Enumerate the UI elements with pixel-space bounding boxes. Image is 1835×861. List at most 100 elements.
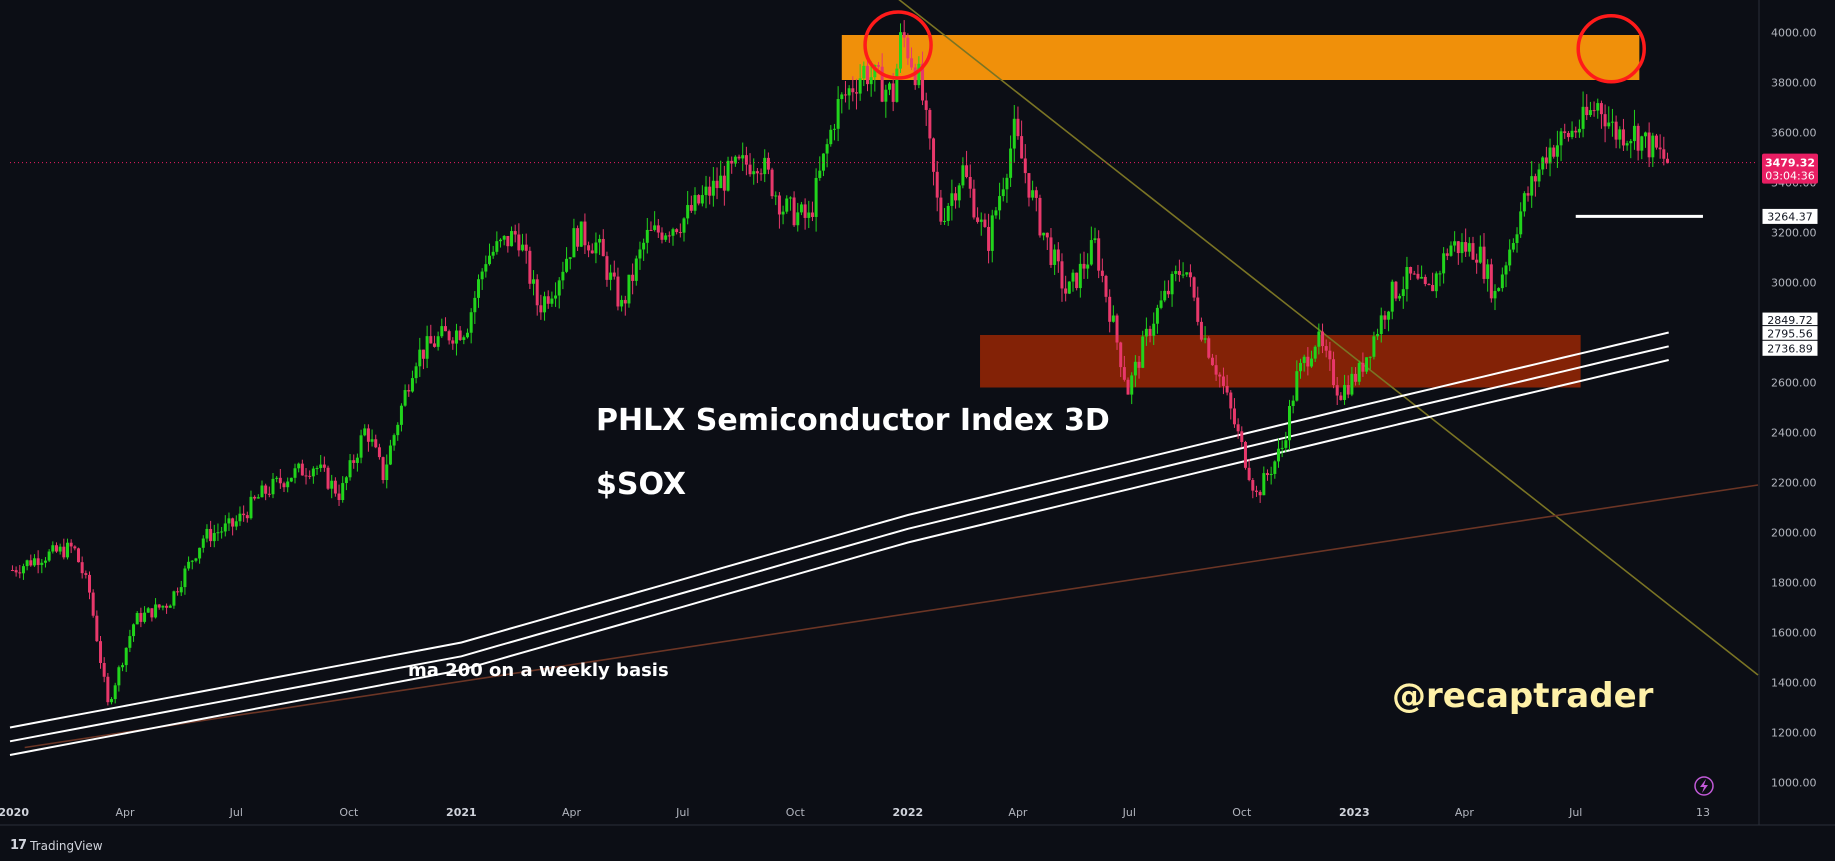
candle-body (1159, 300, 1163, 308)
circles-layer (863, 10, 1646, 84)
price-tick-label: 1800.00 (1771, 577, 1817, 590)
candle-body (275, 477, 279, 479)
candle-body (88, 574, 92, 593)
candle-body (1449, 245, 1453, 256)
price-marker-value: 2736.89 (1767, 342, 1813, 355)
candle-body (425, 336, 429, 359)
candle-body (829, 129, 833, 145)
candle-body (1133, 361, 1137, 376)
price-axis[interactable]: 4000.003800.003600.003400.003200.003000.… (1771, 27, 1817, 790)
candle-body (1141, 336, 1145, 368)
candle-body (223, 523, 227, 532)
candle-body (1412, 273, 1416, 275)
candle-body (1544, 157, 1548, 164)
candle-body (928, 109, 932, 139)
candle-body (146, 608, 150, 613)
candle-body (1031, 190, 1035, 198)
candle-body (388, 445, 392, 465)
tradingview-footer[interactable]: 17 TradingView (10, 838, 103, 853)
candle-body (1555, 145, 1559, 157)
candle-body (1269, 473, 1273, 476)
candle-body (1486, 264, 1490, 279)
candle-body (1163, 290, 1167, 301)
candle-body (961, 165, 965, 186)
candle-body (194, 558, 198, 561)
candle-body (399, 405, 403, 425)
candle-body (521, 244, 525, 251)
candle-body (1225, 385, 1229, 393)
candle-body (1229, 392, 1233, 409)
candle-body (1434, 273, 1438, 292)
candle-body (1093, 238, 1097, 241)
candle-body (110, 699, 114, 703)
candle-body (47, 551, 51, 561)
time-tick-label: Apr (562, 806, 582, 819)
candle-body (1405, 266, 1409, 290)
candle-body (1453, 241, 1457, 246)
candle-body (458, 330, 462, 340)
candle-body (612, 272, 616, 277)
candle-body (227, 518, 231, 524)
candle-body (18, 572, 22, 574)
candle-body (1181, 274, 1185, 276)
candle-body (234, 521, 238, 527)
candle-body (1618, 129, 1622, 140)
candle-body (1416, 273, 1420, 279)
candle-body (161, 605, 165, 608)
candle-body (649, 229, 653, 231)
lightning-icon[interactable] (1694, 776, 1714, 796)
candle-body (1361, 362, 1365, 372)
time-tick-label: 2022 (893, 806, 924, 819)
candle-body (972, 188, 976, 218)
candle-body (231, 518, 235, 527)
highlight-circle-1 (863, 10, 933, 80)
candle-body (311, 468, 315, 477)
candle-body (499, 239, 503, 242)
candle-body (69, 542, 73, 547)
candle-body (1445, 253, 1449, 256)
candle-body (876, 64, 880, 67)
candle-body (1482, 246, 1486, 279)
price-tick-label: 1200.00 (1771, 727, 1817, 740)
candle-body (1034, 190, 1038, 198)
candle-body (858, 78, 862, 94)
candle-body (1629, 141, 1633, 144)
candle-body (609, 272, 613, 280)
candle-body (245, 515, 249, 519)
candle-body (1199, 321, 1203, 340)
time-axis[interactable]: 2020 Apr Jul Oct 2021 Apr Jul Oct 2022 Apr Jul Oct 2… (0, 806, 1710, 819)
candle-body (77, 548, 81, 563)
candle-body (1588, 110, 1592, 116)
candle-body (818, 170, 822, 178)
candle-body (315, 468, 319, 470)
candle-body (748, 164, 752, 175)
candle-body (128, 636, 132, 648)
candle-body (10, 570, 14, 571)
candle-body (693, 195, 697, 211)
candle-body (242, 513, 246, 516)
candle-body (854, 92, 858, 94)
candle-body (1302, 356, 1306, 363)
candle-body (484, 264, 488, 272)
candle-body (1317, 331, 1321, 347)
lines-layer (9, 0, 1759, 756)
candle-body (579, 221, 583, 247)
candle-body (1500, 274, 1504, 289)
price-marker-value: 2795.56 (1767, 328, 1813, 341)
candle-body (1288, 406, 1292, 441)
candle-body (264, 485, 268, 494)
candle-body (1420, 276, 1424, 279)
candle-body (535, 279, 539, 306)
time-tick-label: Apr (1008, 806, 1028, 819)
candle-body (1640, 136, 1644, 151)
candle-body (1218, 374, 1222, 377)
candle-body (1541, 157, 1545, 170)
candle-body (921, 63, 925, 101)
time-tick-label: Jul (229, 806, 243, 819)
candle-body (895, 68, 899, 102)
candle-body (598, 238, 602, 243)
candle-body (1423, 276, 1427, 285)
candle-body (722, 175, 726, 191)
candle-body (939, 197, 943, 222)
